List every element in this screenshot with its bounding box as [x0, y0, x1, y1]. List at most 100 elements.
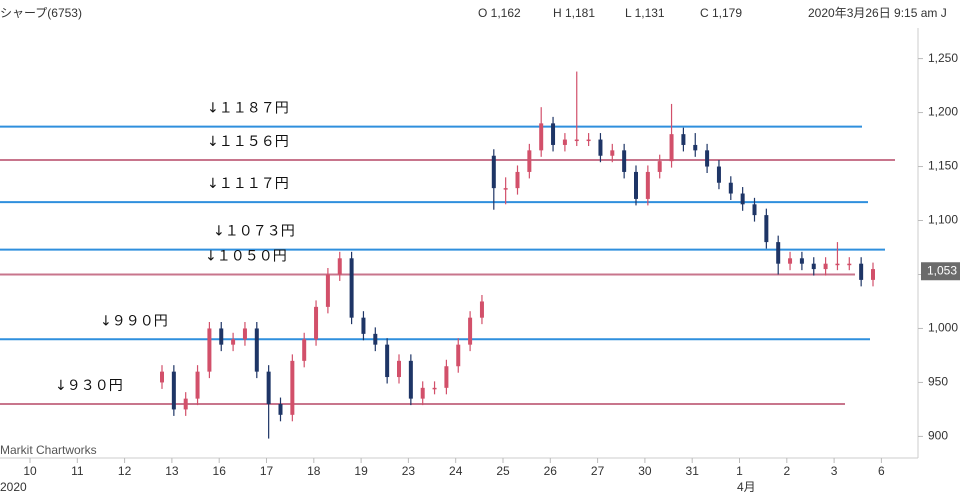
candle-body — [254, 328, 259, 372]
level-label: ↓９３０円 — [55, 378, 123, 394]
x-tick-label: 10 — [23, 464, 37, 478]
x-tick-label: 12 — [118, 464, 132, 478]
candle-body — [562, 139, 567, 145]
y-tick-label: 1,100 — [928, 213, 958, 227]
candle-body — [266, 371, 271, 405]
close-label: C 1,179 — [700, 6, 742, 20]
candle-body — [657, 161, 662, 172]
last-price-box — [921, 262, 960, 281]
x-tick-label: 17 — [260, 464, 274, 478]
level-label: ↓９９０円 — [100, 313, 168, 329]
x-tick-label: 30 — [638, 464, 652, 478]
candle-body — [716, 166, 721, 183]
candle-body — [634, 171, 638, 199]
candle-body — [231, 339, 236, 345]
candle-body — [788, 258, 793, 264]
y-tick-label: 1,200 — [928, 105, 958, 119]
x-tick-label: 31 — [686, 464, 700, 478]
high-label: H 1,181 — [553, 6, 595, 20]
candle-body — [835, 263, 840, 266]
candle-body — [645, 171, 650, 199]
candle-body — [515, 171, 520, 189]
x-tick-label: 26 — [544, 464, 558, 478]
last-price-label: 1,053 — [927, 263, 957, 277]
candle-body — [468, 317, 473, 345]
candle-body — [669, 134, 674, 162]
candle-body — [444, 366, 449, 388]
x-tick-label: 13 — [165, 464, 179, 478]
month-label: 4月 — [737, 480, 756, 494]
low-label: L 1,131 — [625, 6, 665, 20]
candle-body — [195, 371, 200, 399]
candle-body — [242, 328, 247, 340]
candle-body — [278, 404, 283, 415]
candle-body — [337, 258, 342, 275]
x-tick-label: 3 — [831, 464, 838, 478]
x-tick-label: 6 — [878, 464, 885, 478]
candle-body — [397, 360, 401, 378]
candle-body — [586, 139, 591, 142]
y-tick-label: 950 — [928, 375, 948, 389]
x-tick-label: 18 — [307, 464, 321, 478]
candle-body — [373, 333, 378, 345]
x-tick-label: 24 — [449, 464, 463, 478]
x-tick-label: 11 — [71, 464, 84, 478]
x-tick-label: 23 — [402, 464, 416, 478]
level-label: ↓１１５６円 — [207, 134, 289, 150]
level-label: ↓１１８７円 — [207, 101, 289, 117]
candle-body — [752, 204, 757, 216]
candle-body — [183, 398, 188, 410]
candle-body — [859, 263, 864, 280]
candle-body — [207, 328, 212, 372]
candle-body — [847, 263, 852, 266]
candle-body — [574, 139, 579, 142]
candle-body — [503, 188, 508, 190]
candle-body — [811, 263, 816, 270]
watermark: Markit Chartworks — [0, 443, 97, 457]
candle-body — [420, 387, 425, 399]
candle-body — [598, 139, 603, 156]
candle-body — [799, 258, 804, 264]
candle-body — [491, 155, 496, 189]
candle-body — [539, 123, 544, 151]
candle-body — [456, 344, 461, 367]
candle-body — [681, 134, 686, 145]
x-tick-label: 1 — [736, 464, 743, 478]
year-label: 2020 — [0, 480, 27, 494]
candle-body — [871, 269, 875, 280]
x-tick-label: 27 — [591, 464, 605, 478]
x-tick-label: 16 — [213, 464, 227, 478]
candle-body — [776, 242, 781, 264]
candle-body — [705, 150, 710, 167]
y-tick-label: 1,000 — [928, 321, 958, 335]
candle-body — [693, 144, 698, 151]
y-tick-label: 900 — [928, 429, 948, 443]
open-label: O 1,162 — [478, 6, 521, 20]
candle-body — [823, 263, 828, 270]
candle-body — [361, 317, 366, 334]
datetime: 2020年3月26日 9:15 am J — [808, 6, 947, 20]
candle-body — [219, 328, 224, 345]
candle-body — [290, 360, 295, 415]
y-tick-label: 1,250 — [928, 51, 958, 65]
candle-body — [171, 371, 176, 410]
candle-body — [740, 193, 745, 205]
x-tick-label: 19 — [354, 464, 368, 478]
candle-body — [551, 123, 556, 145]
candle-body — [432, 387, 437, 390]
level-label: ↓１０７３円 — [213, 224, 295, 240]
candle-body — [314, 306, 319, 340]
candle-body — [325, 274, 330, 307]
candle-body — [728, 182, 733, 194]
candle-body — [527, 150, 532, 172]
candle-body — [479, 301, 484, 318]
level-label: ↓１１１７円 — [207, 176, 289, 192]
candle-body — [160, 371, 164, 383]
x-tick-label: 2 — [783, 464, 790, 478]
candle-body — [385, 344, 390, 378]
level-label: ↓１０５０円 — [205, 248, 287, 264]
candle-body — [764, 215, 769, 243]
candle-body — [302, 339, 307, 361]
